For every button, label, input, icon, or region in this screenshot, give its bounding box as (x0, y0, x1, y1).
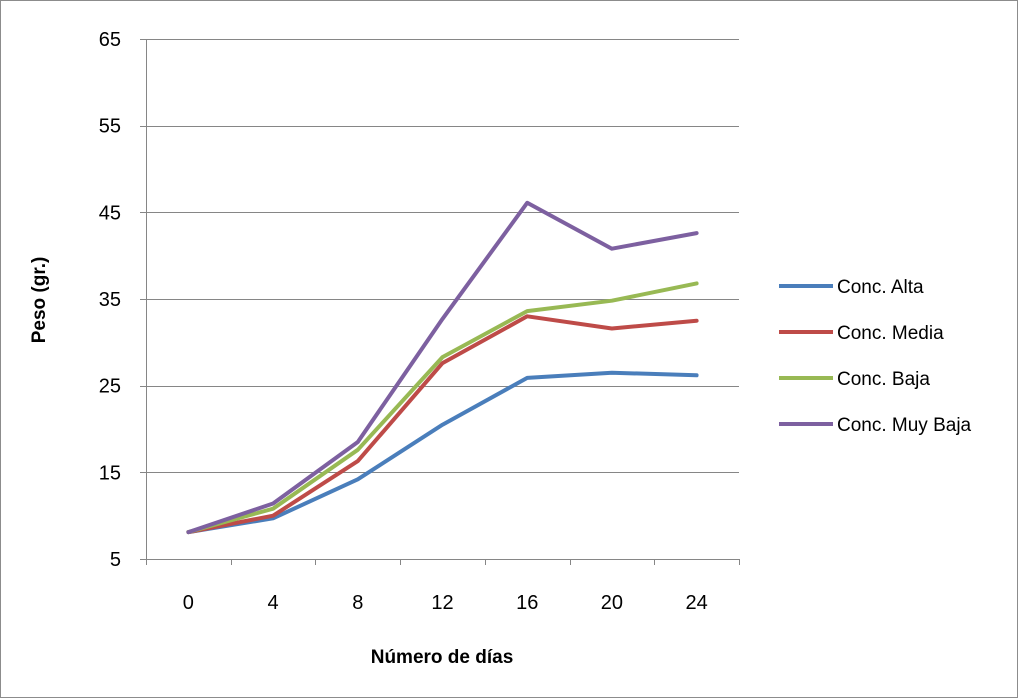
y-tick-label: 45 (99, 202, 121, 224)
y-tick-label: 35 (99, 289, 121, 311)
y-tick-label: 55 (99, 116, 121, 138)
series-lines (186, 200, 699, 535)
legend-label: Conc. Alta (837, 277, 924, 298)
axes (140, 39, 740, 565)
legend-label: Conc. Muy Baja (837, 415, 972, 436)
legend-label: Conc. Baja (837, 369, 930, 390)
y-tick-label: 15 (99, 462, 121, 484)
x-tick-label: 0 (183, 592, 194, 614)
series-line-2 (186, 314, 699, 535)
x-tick-label: 8 (352, 592, 363, 614)
x-tick-label: 24 (686, 592, 708, 614)
x-tick-label: 4 (268, 592, 279, 614)
x-axis-tick-labels: 0 4 8 12 16 20 24 (183, 592, 708, 614)
y-axis-title: Peso (gr.) (29, 257, 50, 344)
legend-label: Conc. Media (837, 323, 944, 344)
gridlines (146, 39, 739, 473)
series-line-4 (186, 200, 699, 535)
legend: Conc. Alta Conc. Media Conc. Baja Conc. Muy… (779, 277, 972, 436)
x-tick-label: 20 (601, 592, 623, 614)
x-tick-label: 16 (516, 592, 538, 614)
x-tick-label: 12 (431, 592, 453, 614)
x-axis-title: Número de días (371, 647, 514, 668)
series-line-1 (186, 370, 699, 535)
y-tick-label: 25 (99, 376, 121, 398)
y-tick-label: 5 (110, 549, 121, 571)
y-axis-tick-labels: 5 15 25 35 45 55 65 (99, 29, 121, 571)
series-line-3 (186, 281, 699, 535)
y-tick-label: 65 (99, 29, 121, 51)
